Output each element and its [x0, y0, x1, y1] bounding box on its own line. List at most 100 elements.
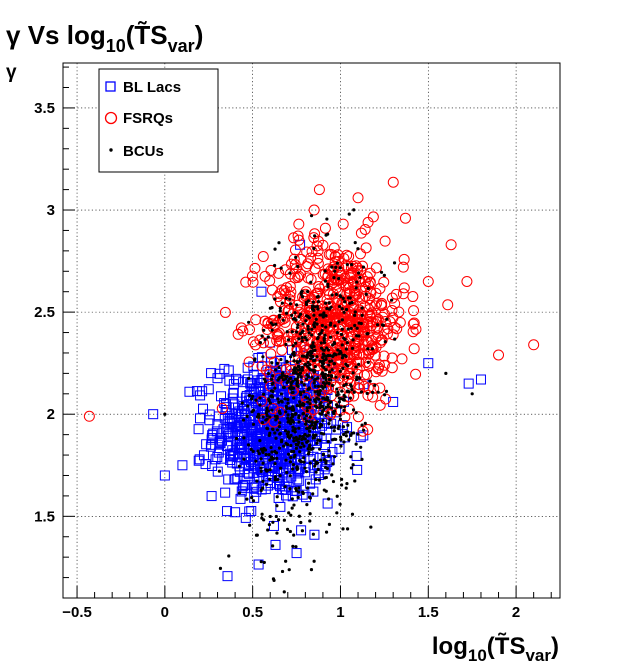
data-point-bcu: [314, 377, 318, 381]
data-point-bcu: [329, 374, 334, 379]
xlabel-ts: T̃S: [495, 632, 526, 660]
data-point-bcu: [291, 544, 295, 548]
data-point-bcu: [284, 296, 288, 300]
data-point-bcu: [284, 559, 288, 563]
data-point-bcu: [289, 421, 293, 426]
data-point-bcu: [341, 375, 345, 379]
data-point-bcu: [323, 279, 327, 283]
data-point-fsrq: [327, 288, 339, 300]
legend-label-fsrqs: FSRQs: [123, 110, 173, 127]
data-point-fsrq: [442, 299, 454, 311]
data-point-bcu: [342, 440, 346, 444]
data-point-bcu: [289, 455, 293, 460]
data-point-bcu: [356, 247, 360, 251]
data-point-bcu: [357, 271, 361, 275]
data-point-bcu: [335, 261, 340, 265]
data-point-bcu: [334, 375, 338, 379]
data-point-fsrq: [284, 290, 296, 302]
data-point-bcu: [255, 479, 259, 483]
data-point-fsrq: [271, 328, 283, 340]
data-point-bcu: [322, 458, 326, 462]
data-point-fsrq: [337, 373, 349, 385]
data-point-bcu: [301, 403, 305, 407]
data-point-bcu: [305, 338, 309, 342]
data-point-bcu: [366, 360, 370, 364]
data-point-bcu: [342, 393, 346, 397]
data-point-bcu: [318, 389, 322, 393]
data-point-bcu: [298, 359, 302, 363]
data-point-fsrq: [309, 263, 321, 275]
data-point-bcu: [358, 275, 362, 280]
data-point-bl-lac: [463, 378, 474, 389]
data-point-bcu: [163, 412, 167, 416]
data-point-bcu: [276, 397, 280, 401]
data-point-bcu: [379, 270, 384, 274]
data-point-bl-lac: [249, 492, 260, 503]
xlabel-log: log: [432, 633, 468, 660]
data-point-bl-lac: [247, 427, 258, 438]
data-point-bcu: [360, 306, 364, 310]
data-point-bcu: [332, 425, 337, 429]
data-point-bcu: [274, 514, 278, 519]
data-point-bcu: [339, 332, 344, 337]
data-point-bl-lac: [230, 474, 241, 485]
data-point-bcu: [274, 418, 278, 422]
data-point-bcu: [300, 336, 304, 340]
data-point-fsrq: [250, 339, 262, 351]
data-point-bcu: [312, 559, 316, 563]
data-point-bcu: [342, 405, 347, 409]
data-point-fsrq: [379, 316, 391, 328]
data-point-bcu: [324, 530, 329, 534]
data-point-bcu: [323, 301, 328, 305]
data-point-bl-lac: [232, 375, 243, 386]
data-point-bcu: [247, 376, 251, 380]
data-point-bcu: [262, 518, 266, 522]
data-point-bcu: [315, 322, 319, 326]
data-point-bcu: [265, 413, 269, 418]
data-point-bcu: [342, 310, 346, 314]
data-point-bcu: [259, 560, 263, 564]
data-point-bcu: [308, 368, 313, 372]
data-point-bcu: [313, 234, 317, 238]
data-point-bcu: [282, 444, 286, 448]
data-point-fsrq: [352, 411, 364, 423]
data-point-bcu: [262, 377, 266, 381]
data-point-bl-lac: [266, 462, 277, 473]
data-point-bcu: [286, 420, 290, 424]
data-point-bcu: [317, 478, 321, 482]
data-point-bcu: [291, 344, 295, 348]
data-point-bcu: [337, 276, 341, 281]
data-point-bcu: [279, 440, 284, 444]
data-point-fsrq: [322, 263, 334, 275]
data-point-bcu: [268, 415, 272, 419]
data-point-bcu: [308, 398, 312, 402]
data-point-bcu: [306, 439, 310, 443]
data-point-bcu: [271, 520, 275, 524]
data-point-bcu: [312, 381, 316, 385]
data-point-bcu: [258, 439, 262, 443]
data-point-bcu: [267, 453, 271, 457]
data-point-bcu: [320, 323, 324, 328]
data-point-bcu: [251, 499, 256, 503]
data-point-bcu: [261, 449, 265, 453]
data-point-fsrq: [528, 339, 540, 351]
data-point-bcu: [288, 386, 292, 390]
data-point-bcu: [307, 429, 312, 433]
data-point-bcu: [277, 241, 281, 245]
data-point-bcu: [273, 386, 277, 390]
data-point-bcu: [286, 413, 290, 417]
data-point-bcu: [293, 412, 297, 416]
data-point-fsrq: [285, 286, 297, 298]
data-point-bcu: [256, 412, 261, 416]
data-point-bl-lac: [233, 402, 244, 413]
data-point-bcu: [246, 443, 251, 447]
data-point-bcu: [314, 462, 318, 466]
data-point-fsrq: [408, 305, 420, 317]
data-point-fsrq: [301, 246, 313, 258]
data-point-bcu: [318, 425, 322, 429]
data-point-fsrq: [260, 364, 272, 376]
data-point-bcu: [250, 394, 255, 398]
data-point-fsrq: [335, 335, 347, 347]
data-point-bcu: [273, 461, 277, 466]
data-point-bcu: [342, 408, 346, 413]
